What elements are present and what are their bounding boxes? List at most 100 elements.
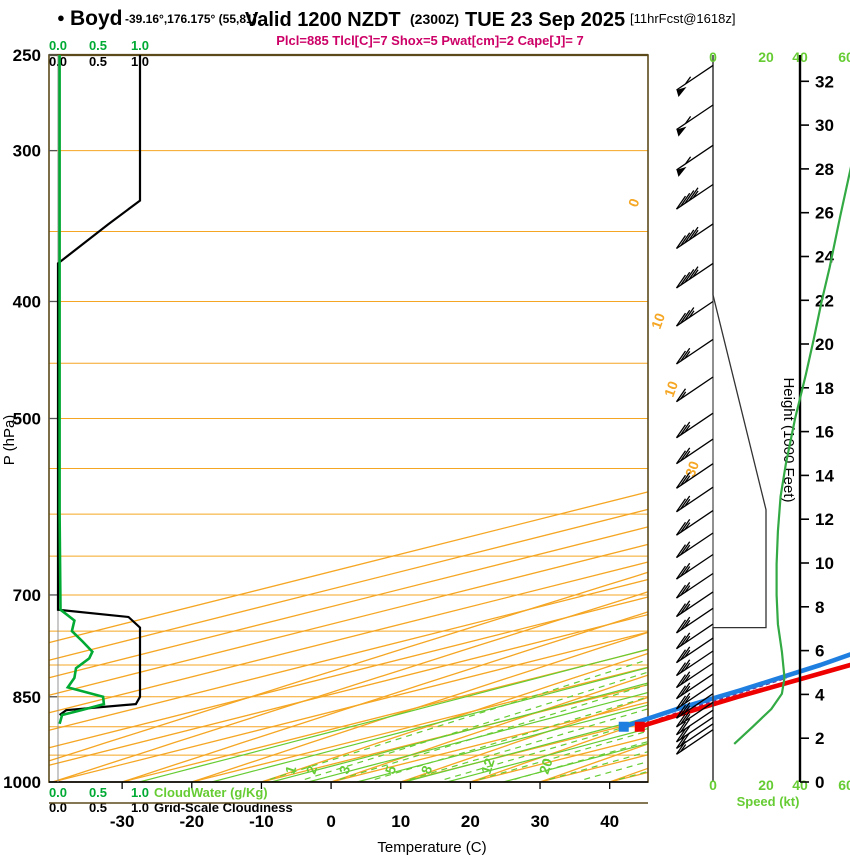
barb-full bbox=[675, 704, 687, 719]
barb-full bbox=[684, 229, 695, 244]
barb-shaft bbox=[676, 262, 714, 289]
speed-axis-label: Speed (kt) bbox=[737, 794, 800, 809]
barb-full bbox=[680, 682, 691, 697]
barb-shaft bbox=[676, 572, 714, 599]
dry-adiabat-line bbox=[52, 591, 649, 783]
wind-barb bbox=[675, 662, 714, 689]
barb-half bbox=[692, 269, 699, 278]
isotherm-line bbox=[48, 561, 649, 714]
barb-half bbox=[684, 475, 691, 484]
speed-tick-bottom: 20 bbox=[758, 777, 774, 793]
wind-barb bbox=[675, 262, 714, 289]
wind-barb bbox=[675, 729, 714, 755]
cloudwater-tick-top: 1.0 bbox=[131, 38, 149, 53]
station-marker-icon: ● bbox=[57, 10, 65, 25]
barb-full bbox=[688, 226, 699, 241]
barb-full bbox=[675, 521, 687, 536]
moist-adiabat-line bbox=[549, 751, 649, 780]
moist-adiabat-line bbox=[304, 671, 649, 780]
height-tick-label: 20 bbox=[815, 335, 834, 354]
barb-shaft bbox=[676, 532, 714, 559]
temperature-axis-label: Temperature (C) bbox=[377, 839, 486, 856]
barb-pennant bbox=[676, 87, 687, 97]
cloudiness-tick-top: 0.5 bbox=[89, 54, 107, 69]
barb-half bbox=[684, 450, 691, 459]
barb-full bbox=[675, 685, 687, 700]
temperature-tick-label: 0 bbox=[326, 812, 335, 831]
height-tick-label: 2 bbox=[815, 729, 824, 748]
mixing-ratio-label: 20 bbox=[536, 756, 556, 776]
speed-tick-bottom: 60 bbox=[838, 777, 850, 793]
barb-shaft bbox=[676, 438, 714, 465]
wind-barb bbox=[676, 144, 714, 177]
wind-barb bbox=[675, 223, 714, 250]
wind-barb bbox=[675, 650, 714, 677]
isotherm-line bbox=[48, 508, 649, 661]
pressure-tick-label: 1000 bbox=[3, 773, 41, 792]
barb-shaft bbox=[676, 553, 714, 580]
barb-full bbox=[675, 350, 687, 365]
barb-full bbox=[675, 195, 687, 210]
barb-full bbox=[675, 424, 687, 439]
dry-adiabat-line bbox=[48, 571, 649, 762]
barb-full bbox=[680, 192, 691, 207]
moist-adiabat-line bbox=[619, 770, 649, 780]
wind-barb bbox=[675, 701, 714, 728]
barb-full bbox=[680, 718, 691, 733]
barb-full bbox=[675, 695, 687, 710]
speed-tick-bottom: 40 bbox=[792, 777, 808, 793]
barb-full bbox=[675, 635, 687, 650]
pressure-tick-label: 300 bbox=[13, 142, 41, 161]
moist-adiabat-line bbox=[409, 708, 649, 780]
dry-adiabat-line bbox=[400, 696, 649, 783]
cloud-profiles bbox=[56, 55, 142, 725]
barb-full bbox=[680, 421, 691, 436]
isotherm-line bbox=[539, 754, 649, 783]
mixing-ratio-line bbox=[404, 716, 649, 783]
height-tick-label: 12 bbox=[815, 510, 834, 529]
barb-full bbox=[680, 495, 691, 510]
mixing-ratio-line bbox=[446, 728, 649, 783]
barb-shaft bbox=[676, 607, 714, 634]
wind-barb bbox=[675, 716, 714, 743]
barb-full bbox=[680, 725, 691, 740]
temperature-tick-label: 30 bbox=[531, 812, 550, 831]
barb-shaft bbox=[676, 623, 714, 650]
wind-barb bbox=[675, 723, 714, 749]
barb-full bbox=[680, 271, 691, 286]
wind-barb bbox=[675, 553, 714, 580]
height-tick-label: 28 bbox=[815, 160, 834, 179]
height-tick-label: 24 bbox=[815, 247, 834, 266]
cloudwater-trace bbox=[58, 55, 106, 725]
barb-pennant bbox=[676, 126, 687, 137]
barb-shaft bbox=[676, 104, 714, 131]
wind-barb bbox=[676, 104, 714, 137]
moist-adiabat-line bbox=[269, 659, 649, 780]
wind-panel-outline bbox=[712, 55, 767, 782]
height-tick-label: 6 bbox=[815, 642, 824, 661]
wind-barb bbox=[675, 510, 714, 536]
dewpoint-trace bbox=[621, 652, 850, 729]
temperature-tick-label: -30 bbox=[110, 812, 135, 831]
station-name: Boyd bbox=[70, 7, 123, 30]
dry-adiabat-line bbox=[261, 652, 649, 783]
barb-half bbox=[684, 713, 691, 722]
cloudwater-tick-top: 0.5 bbox=[89, 38, 107, 53]
wind-barb bbox=[675, 183, 714, 210]
barb-full bbox=[680, 232, 691, 247]
barb-full bbox=[675, 474, 687, 489]
height-tick-label: 18 bbox=[815, 379, 834, 398]
stability-indices: Plcl=885 Tlcl[C]=7 Shox=5 Pwat[cm]=2 Cap… bbox=[276, 33, 583, 48]
temperature-tick-label: 20 bbox=[461, 812, 480, 831]
barb-full bbox=[680, 472, 691, 486]
barb-full bbox=[675, 674, 687, 688]
barb-full bbox=[680, 309, 691, 324]
barb-pennant bbox=[676, 166, 687, 177]
barb-full bbox=[675, 388, 687, 403]
isotherm-line bbox=[470, 736, 649, 783]
barb-shaft bbox=[676, 683, 714, 710]
barb-full bbox=[675, 735, 687, 749]
moist-adiabat-line bbox=[514, 741, 649, 780]
barb-shaft bbox=[676, 338, 714, 365]
